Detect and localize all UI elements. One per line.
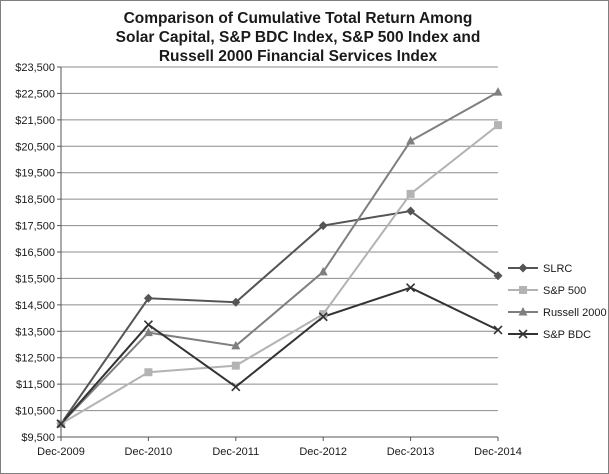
data-point-slrc	[493, 271, 503, 281]
data-point-s-p-500	[144, 368, 153, 377]
legend-item-slrc: SLRC	[508, 263, 572, 275]
legend: SLRC S&P 500 Russell 2000 S&P BDC	[508, 263, 607, 341]
x-tick-label: Dec-2010	[125, 446, 173, 458]
data-point-russell-2000	[231, 340, 241, 350]
data-point-s-p-500	[494, 121, 502, 130]
series-line-s-p-bdc	[60, 286, 499, 425]
legend-item-s-p-bdc: S&P BDC	[508, 329, 591, 341]
y-tick-label: $16,500	[15, 247, 55, 259]
legend-label: S&P 500	[543, 285, 586, 297]
data-point-russell-2000	[143, 327, 153, 337]
data-point-s-p-bdc	[56, 419, 66, 429]
x-axis-ticks: Dec-2009 Dec-2010 Dec-2011 Dec-2012 Dec-2013…	[37, 437, 522, 458]
x-tick-label: Dec-2012	[299, 446, 347, 458]
y-tick-label: $9,500	[21, 432, 55, 444]
legend-swatch-marker	[518, 307, 528, 316]
y-tick-label: $10,500	[15, 406, 55, 418]
y-tick-label: $20,500	[15, 141, 55, 153]
y-tick-label: $22,500	[15, 88, 55, 100]
x-marker-stroke	[56, 419, 66, 429]
legend-item-s-p-500: S&P 500	[508, 285, 586, 297]
data-point-slrc	[318, 221, 328, 231]
series-line-slrc	[60, 209, 499, 425]
y-tick-label: $21,500	[15, 115, 55, 127]
data-point-s-p-bdc	[318, 312, 328, 322]
legend-swatch-marker	[518, 263, 528, 273]
x-tick-label: Dec-2009	[37, 446, 85, 458]
x-marker-stroke	[493, 325, 503, 335]
data-point-russell-2000	[493, 87, 503, 96]
legend-label: S&P BDC	[543, 329, 591, 341]
y-tick-label: $17,500	[15, 221, 55, 233]
y-tick-label: $23,500	[15, 62, 55, 74]
data-point-russell-2000	[318, 266, 328, 276]
data-point-s-p-bdc	[143, 320, 153, 330]
y-tick-label: $18,500	[15, 194, 55, 206]
x-marker-stroke	[231, 382, 241, 392]
y-tick-label: $13,500	[15, 326, 55, 338]
legend-swatch-marker	[518, 329, 528, 339]
legend-item-russell-2000: Russell 2000	[508, 307, 607, 319]
chart-title-line-1: Comparison of Cumulative Total Return Am…	[124, 10, 473, 27]
data-point-s-p-bdc	[493, 325, 503, 335]
data-point-s-p-500	[406, 189, 415, 198]
data-point-slrc	[231, 297, 241, 307]
data-point-russell-2000	[406, 136, 416, 145]
legend-swatch-marker	[519, 286, 527, 294]
legend-label: SLRC	[543, 263, 572, 275]
chart-title: Comparison of Cumulative Total Return Am…	[116, 10, 481, 65]
x-marker-stroke	[518, 329, 528, 339]
y-tick-label: $15,500	[15, 273, 55, 285]
series-line-s-p-500	[60, 124, 499, 425]
y-tick-label: $11,500	[16, 379, 55, 391]
x-tick-label: Dec-2011	[212, 446, 259, 458]
data-point-s-p-500	[319, 310, 328, 319]
x-marker-stroke	[406, 283, 416, 293]
data-point-slrc	[406, 206, 416, 216]
chart-title-line-2: Solar Capital, S&P BDC Index, S&P 500 In…	[116, 29, 481, 46]
y-tick-label: $14,500	[15, 300, 55, 312]
gridlines	[61, 66, 498, 438]
x-tick-label: Dec-2014	[474, 446, 522, 458]
y-tick-label: $19,500	[15, 168, 55, 180]
chart-title-line-3: Russell 2000 Financial Services Index	[159, 48, 438, 65]
legend-label: Russell 2000	[543, 307, 607, 319]
x-marker-stroke	[143, 320, 153, 330]
data-point-s-p-bdc	[231, 382, 241, 392]
series-line-russell-2000	[60, 91, 499, 425]
series-markers	[56, 87, 503, 429]
y-axis-ticks: $9,500 $10,500 $11,500 $12,500 $13,500 $14,50…	[15, 62, 61, 444]
x-marker-stroke	[318, 312, 328, 322]
data-point-s-p-500	[231, 361, 240, 370]
y-tick-label: $12,500	[15, 353, 55, 365]
data-point-slrc	[143, 293, 153, 303]
x-tick-label: Dec-2013	[387, 446, 435, 458]
data-point-s-p-bdc	[406, 283, 416, 293]
series-lines	[60, 91, 499, 425]
